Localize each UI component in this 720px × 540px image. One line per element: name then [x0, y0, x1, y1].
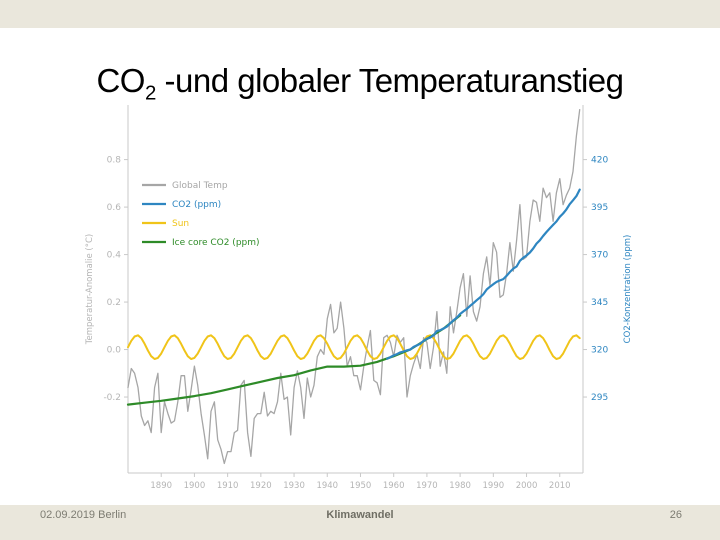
right-tick-label: 345	[591, 298, 608, 308]
climate-chart: 0.8 0.6 0.4 0.2 0.0 -0.2 420 395 370 345 320 295 189…	[80, 95, 641, 501]
series-global-temp	[127, 109, 581, 465]
series-co2	[386, 188, 581, 360]
slide-title: CO2 -und globaler Temperaturanstieg	[0, 62, 720, 106]
title-subscript: 2	[144, 81, 156, 105]
right-tick-label: 420	[591, 156, 608, 166]
x-tick-label: 2010	[549, 481, 571, 491]
x-tick-label: 1990	[483, 481, 505, 491]
left-tick-label: 0.2	[107, 298, 121, 308]
legend-label-ice-core-co2: Ice core CO2 (ppm)	[172, 238, 260, 248]
left-tick-label: 0.0	[107, 346, 122, 356]
legend-label-global-temp: Global Temp	[172, 181, 228, 191]
x-tick-label: 2000	[516, 481, 538, 491]
left-tick-label: 0.4	[107, 251, 122, 261]
left-tick-label: 0.8	[107, 156, 122, 166]
footer-date: 02.09.2019 Berlin	[40, 509, 127, 521]
left-tick-label: -0.2	[103, 393, 121, 403]
left-axis-title: Temperatur-Anomalie (°C)	[85, 234, 95, 346]
x-tick-label: 1950	[350, 481, 372, 491]
x-tick-label: 1920	[250, 481, 272, 491]
footer-page-number: 26	[669, 509, 682, 521]
x-tick-label: 1930	[283, 481, 305, 491]
x-tick-label: 1960	[383, 481, 405, 491]
right-tick-label: 395	[591, 203, 608, 213]
legend-label-co2: CO2 (ppm)	[172, 200, 221, 210]
right-tick-label: 295	[591, 393, 608, 403]
x-tick-label: 1900	[184, 481, 206, 491]
legend-label-sun: Sun	[172, 219, 189, 229]
slide-background	[0, 28, 720, 505]
x-tick-label: 1910	[217, 481, 239, 491]
right-tick-label: 320	[591, 346, 608, 356]
title-rest: -und globaler Temperaturanstieg	[155, 62, 624, 100]
x-tick-label: 1980	[449, 481, 471, 491]
footer-title: Klimawandel	[326, 509, 394, 521]
series-sun	[127, 334, 581, 360]
right-tick-label: 370	[591, 251, 608, 261]
x-tick-label: 1970	[416, 481, 438, 491]
chart-svg: 0.8 0.6 0.4 0.2 0.0 -0.2 420 395 370 345 320 295 189…	[85, 105, 633, 491]
left-tick-label: 0.6	[107, 203, 122, 213]
x-tick-label: 1940	[316, 481, 338, 491]
right-axis-title: CO2-Konzentration (ppm)	[623, 235, 633, 344]
x-tick-label: 1890	[150, 481, 172, 491]
title-prefix: CO	[96, 62, 145, 100]
